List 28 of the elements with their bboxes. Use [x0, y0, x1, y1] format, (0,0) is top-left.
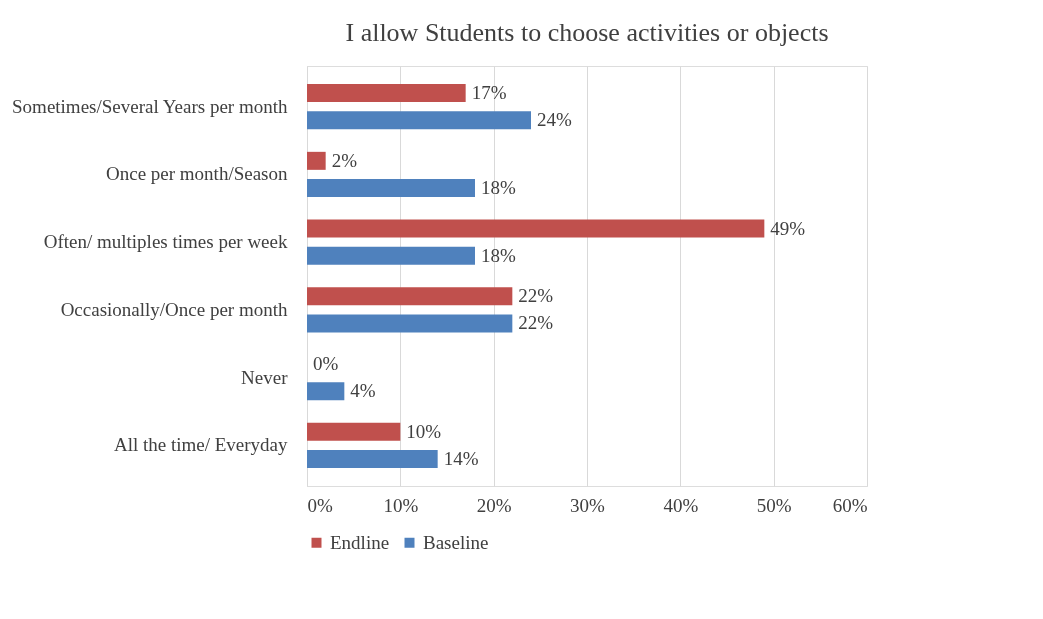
x-tick-label: 50% — [756, 494, 792, 516]
y-tick-label: Sometimes/Several Years per month — [12, 95, 288, 117]
data-label: 22% — [518, 285, 554, 307]
data-label: 17% — [471, 82, 507, 104]
x-tick-label: 60% — [832, 494, 868, 516]
y-tick-label: All the time/ Everyday — [113, 434, 288, 456]
data-label: 4% — [350, 380, 376, 402]
data-label: 22% — [518, 312, 554, 334]
y-tick-label: Occasionally/Once per month — [60, 298, 288, 320]
data-label: 10% — [406, 420, 442, 442]
data-label: 18% — [481, 244, 516, 266]
data-label: 14% — [443, 447, 479, 469]
y-tick-label: Once per month/Season — [105, 163, 288, 185]
x-tick-label: 20% — [476, 494, 512, 516]
x-tick-label: 10% — [383, 494, 419, 516]
x-tick-label: 0% — [307, 494, 333, 516]
data-label: 0% — [313, 353, 339, 375]
data-label: 49% — [770, 217, 806, 239]
legend-label: Endline — [330, 531, 390, 553]
data-label: 24% — [537, 109, 572, 131]
chart-title: I allow Students to choose activities or objects — [345, 18, 829, 47]
legend-label: Baseline — [423, 531, 489, 553]
data-label: 18% — [481, 176, 516, 198]
y-tick-label: Often/ multiples times per week — [43, 231, 288, 253]
y-tick-label: Never — [241, 366, 289, 388]
data-label: 2% — [331, 149, 358, 171]
x-tick-label: 40% — [663, 494, 699, 516]
x-tick-label: 30% — [570, 494, 606, 516]
